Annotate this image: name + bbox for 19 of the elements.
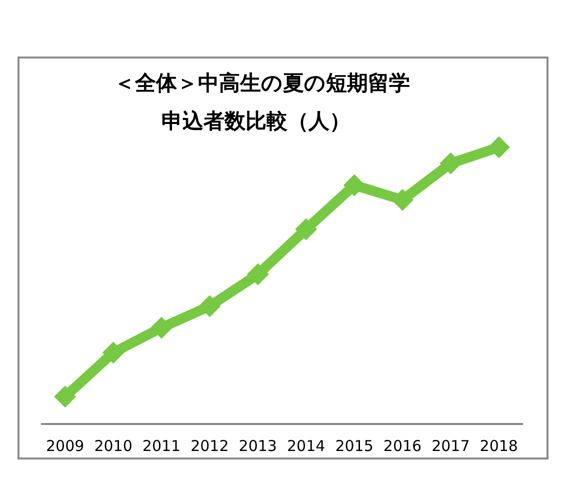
point — [102, 342, 124, 364]
x-tick-label: 2017 — [432, 437, 470, 455]
x-tick-label: 2018 — [480, 437, 518, 455]
x-tick-label: 2009 — [46, 437, 84, 455]
point — [392, 188, 414, 211]
x-tick-label: 2012 — [190, 437, 229, 455]
chart-subtitle: 申込者数比較（人） — [162, 109, 350, 133]
point — [150, 316, 172, 339]
point — [246, 263, 269, 286]
point — [198, 295, 221, 318]
chart-title: ＜全体＞中高生の夏の短期留学 — [114, 71, 410, 95]
x-tick-label: 2015 — [335, 437, 374, 455]
x-tick-label: 2016 — [383, 437, 422, 455]
x-tick-label: 2011 — [142, 437, 181, 455]
x-tick-label: 2013 — [238, 437, 277, 455]
point — [54, 386, 76, 408]
x-tick-label: 2014 — [287, 437, 326, 455]
point — [295, 218, 318, 240]
x-tick-label: 2010 — [94, 437, 132, 455]
